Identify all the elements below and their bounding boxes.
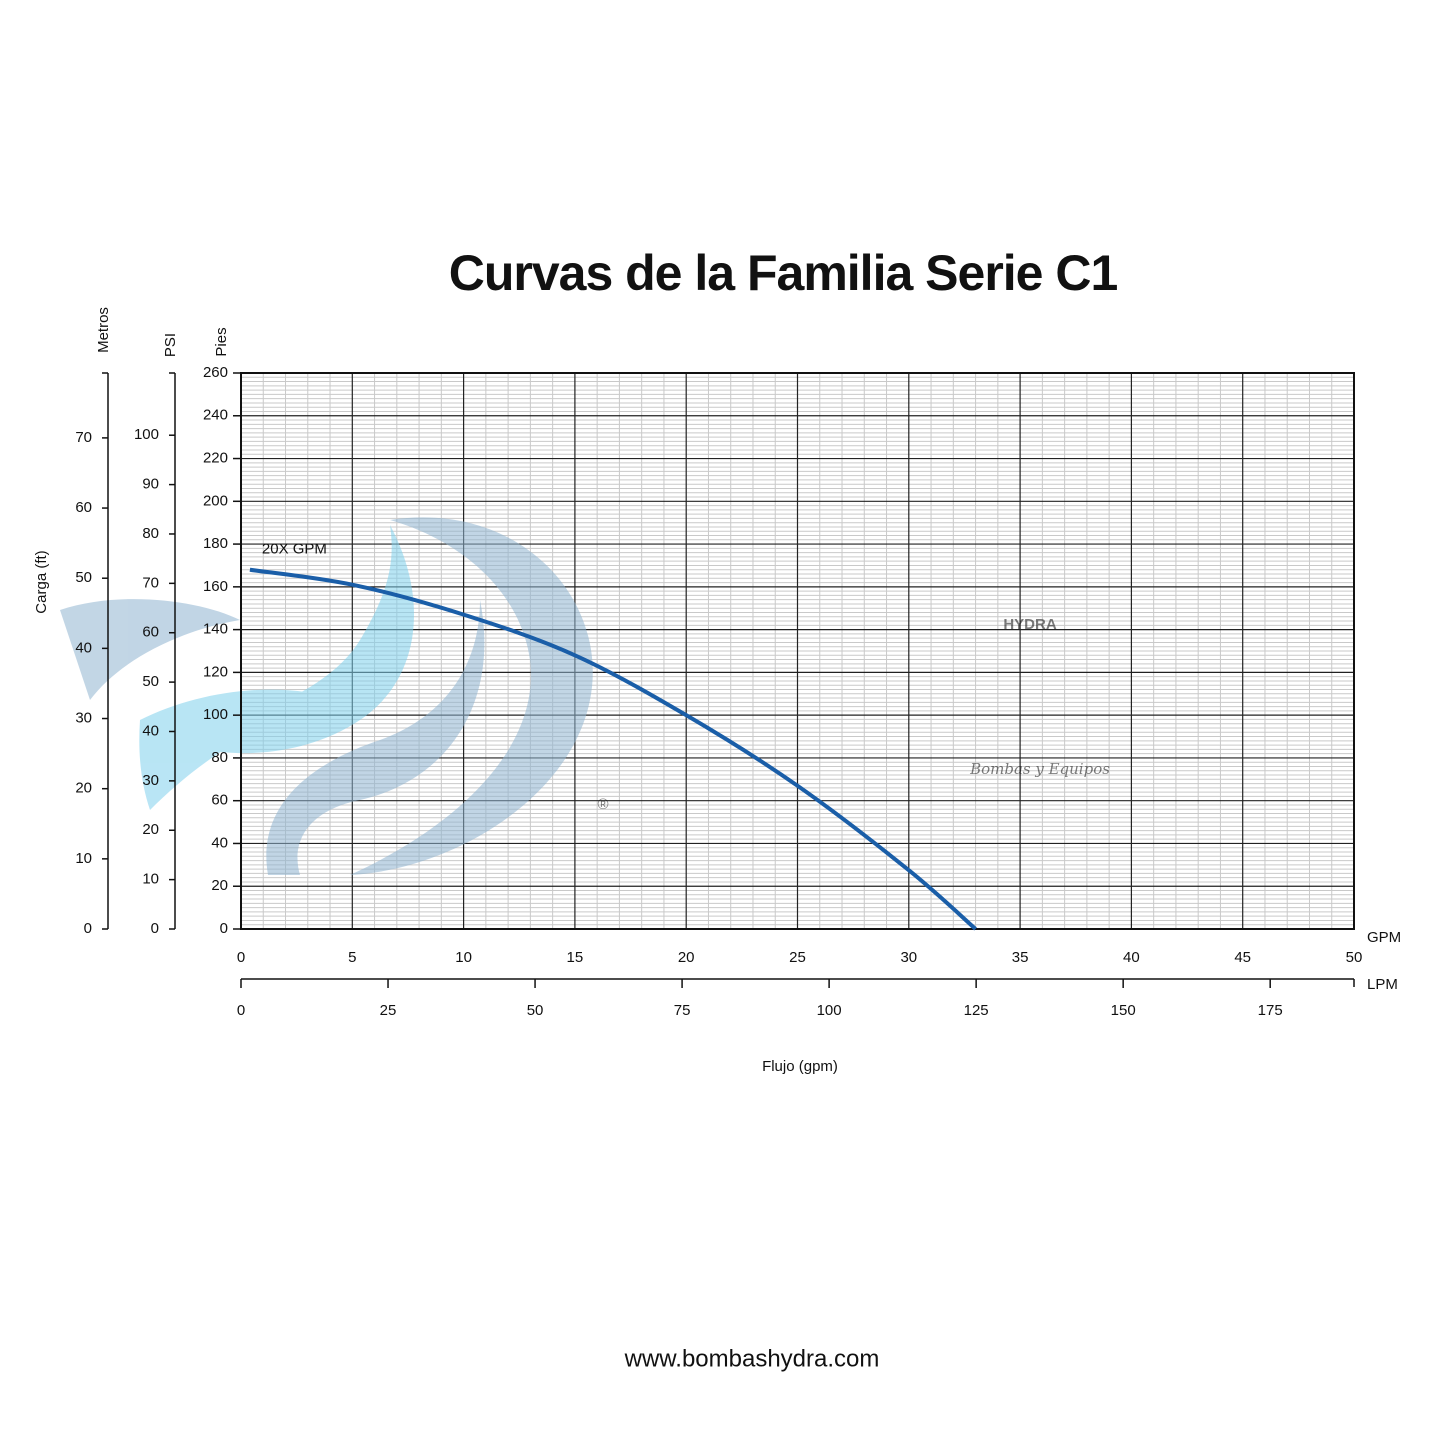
- y-tick-label: 80: [142, 525, 159, 542]
- y-tick-label: 20: [211, 877, 228, 894]
- y-tick-label: 0: [220, 920, 228, 937]
- x2-tick-label: 50: [527, 1002, 544, 1019]
- chart-title: Curvas de la Familia Serie C1: [449, 245, 1118, 301]
- y-tick-label: 20: [142, 821, 159, 838]
- y-tick-label: 220: [203, 450, 228, 467]
- y-tick-label: 40: [75, 639, 92, 656]
- logo-swoosh: [170, 525, 414, 754]
- watermark-mark: ®: [597, 796, 608, 813]
- y-tick-label: 200: [203, 492, 228, 509]
- x-tick-label: 10: [455, 949, 472, 966]
- footer: www.bombashydra.com: [624, 1345, 880, 1372]
- logo-swoosh: [139, 689, 340, 810]
- y-unit-label: Pies: [213, 327, 230, 356]
- y-tick-label: 0: [151, 920, 159, 937]
- y-tick-label: 10: [142, 871, 159, 888]
- series-label: 20X GPM: [262, 541, 327, 558]
- x-tick-label: 25: [789, 949, 806, 966]
- x-tick-label: 30: [900, 949, 917, 966]
- x2-unit-label: LPM: [1367, 976, 1398, 993]
- logo-swoosh: [350, 517, 593, 875]
- x-tick-label: 40: [1123, 949, 1140, 966]
- y-tick-label: 20: [75, 780, 92, 797]
- x-tick-label: 45: [1234, 949, 1251, 966]
- foreground: 020406080100120140160180200220240260Pies…: [75, 307, 1401, 1019]
- logo-swoosh: [60, 599, 240, 700]
- y-tick-label: 140: [203, 621, 228, 638]
- x2-tick-label: 175: [1258, 1002, 1283, 1019]
- y-tick-label: 10: [75, 850, 92, 867]
- y-tick-label: 40: [211, 834, 228, 851]
- x2-tick-label: 0: [237, 1002, 245, 1019]
- y-unit-label: PSI: [162, 333, 179, 357]
- x-tick-label: 15: [567, 949, 584, 966]
- watermark-tagline: Bombas y Equipos: [969, 760, 1110, 778]
- x2-tick-label: 75: [674, 1002, 691, 1019]
- y-unit-label: Metros: [95, 307, 112, 353]
- x2-tick-label: 25: [380, 1002, 397, 1019]
- y-axis-title: Carga (ft): [33, 550, 50, 613]
- series-line: [249, 567, 977, 931]
- y-tick-label: 40: [142, 722, 159, 739]
- y-tick-label: 30: [75, 709, 92, 726]
- y-tick-label: 60: [211, 792, 228, 809]
- y-tick-label: 50: [75, 569, 92, 586]
- x2-tick-label: 125: [964, 1002, 989, 1019]
- x-tick-label: 35: [1012, 949, 1029, 966]
- x-tick-label: 5: [348, 949, 356, 966]
- x-tick-label: 0: [237, 949, 245, 966]
- y-tick-label: 120: [203, 663, 228, 680]
- y-tick-label: 50: [142, 673, 159, 690]
- x2-tick-label: 100: [817, 1002, 842, 1019]
- y-tick-label: 0: [84, 920, 92, 937]
- plot-frame: [240, 372, 1355, 930]
- y-tick-label: 80: [211, 749, 228, 766]
- y-tick-label: 70: [75, 429, 92, 446]
- y-tick-label: 60: [142, 624, 159, 641]
- y-tick-label: 260: [203, 364, 228, 381]
- logo-swoosh: [266, 600, 485, 875]
- y-tick-label: 90: [142, 476, 159, 493]
- y-tick-label: 70: [142, 574, 159, 591]
- y-tick-label: 30: [142, 772, 159, 789]
- y-tick-label: 240: [203, 407, 228, 424]
- x-tick-label: 20: [678, 949, 695, 966]
- x-unit-label: GPM: [1367, 929, 1401, 946]
- x2-tick-label: 150: [1111, 1002, 1136, 1019]
- y-tick-label: 100: [203, 706, 228, 723]
- y-tick-label: 100: [134, 426, 159, 443]
- watermark: HYDRA Bombas y Equipos ®: [60, 517, 1110, 875]
- y-tick-label: 160: [203, 578, 228, 595]
- y-tick-label: 60: [75, 499, 92, 516]
- y-tick-label: 180: [203, 535, 228, 552]
- x-axis-title: Flujo (gpm): [762, 1058, 838, 1075]
- x-tick-label: 50: [1346, 949, 1363, 966]
- watermark-brand: HYDRA: [1003, 616, 1057, 633]
